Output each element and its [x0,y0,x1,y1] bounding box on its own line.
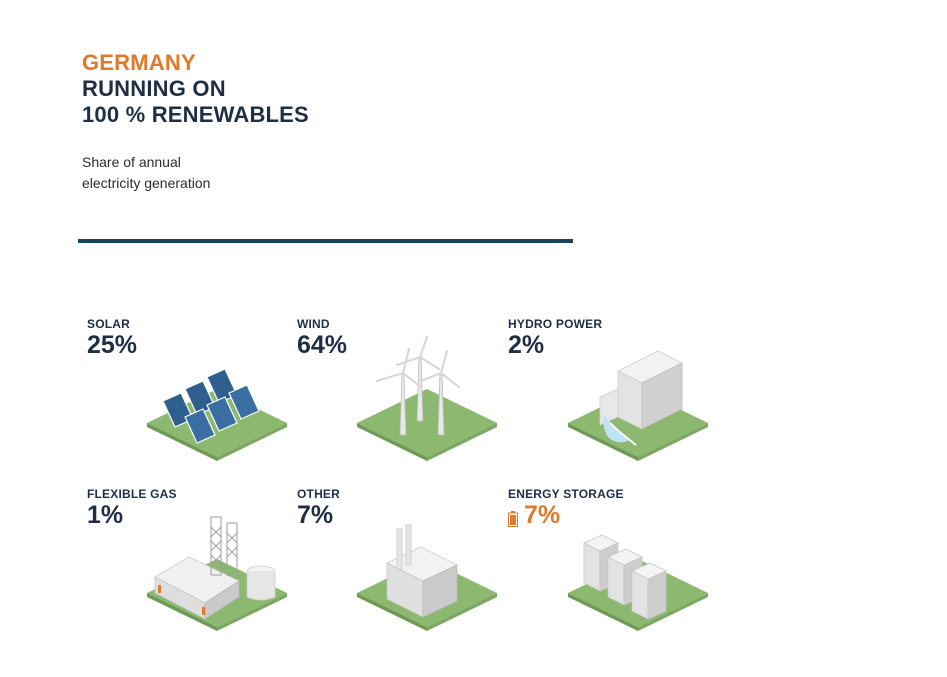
title-line-1: RUNNING ON [82,76,226,101]
tile-label: FLEXIBLE GAS [87,487,177,501]
tile-value: 64% [297,331,348,359]
subtitle-line-1: Share of annual [82,154,181,170]
header: GERMANY RUNNING ON 100 % RENEWABLES [82,50,309,128]
tile-value: 7% [297,501,334,529]
tile-value: 1% [87,501,124,529]
divider-rule [78,239,573,243]
solar-panels-icon [147,368,287,461]
gas-plant-icon [147,516,287,631]
subtitle: Share of annual electricity generation [82,152,210,194]
tile-label: HYDRO POWER [508,317,603,331]
title-line-2: 100 % RENEWABLES [82,102,309,127]
tile-value: 25% [87,331,138,359]
tile-label: OTHER [297,487,340,501]
tile-flexible-gas: FLEXIBLE GAS 1% [87,487,317,657]
storage-units-icon [568,534,708,631]
hydro-dam-icon [568,350,708,461]
tile-other: OTHER 7% [297,487,527,657]
tile-label: ENERGY STORAGE [508,487,624,501]
title-country: GERMANY [82,50,196,75]
tile-value: 2% [508,331,545,359]
tile-label: WIND [297,317,330,331]
tile-wind: WIND 64% [297,317,527,487]
tile-energy-storage: ENERGY STORAGE 7% [508,487,738,657]
tile-hydro: HYDRO POWER 2% [508,317,738,487]
industrial-building-icon [357,524,497,631]
battery-icon [508,511,518,527]
tile-solar: SOLAR 25% [87,317,317,487]
tile-label: SOLAR [87,317,130,331]
tile-value: 7% [524,501,561,529]
subtitle-line-2: electricity generation [82,175,211,191]
wind-turbines-icon [357,335,497,461]
